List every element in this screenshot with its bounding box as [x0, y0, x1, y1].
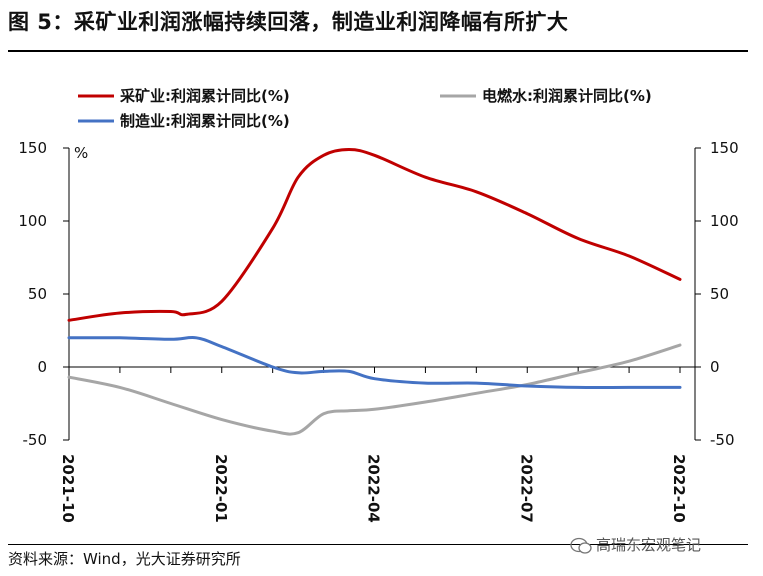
chart-axes: -50 0 50 100 150 -50 0 50 100 150% 2021-10 2022-01 2…: [18, 139, 738, 523]
title-divider: [8, 50, 748, 52]
y-tick-label-right: -50: [710, 431, 735, 449]
series-line-1: [67, 343, 682, 436]
y-tick-label-right: 100: [710, 212, 739, 230]
y-tick-label-left: 0: [37, 358, 47, 376]
y-tick-label-left: 150: [18, 139, 47, 157]
chart-series: [67, 148, 682, 436]
legend-label-1: 电燃水:利润累计同比(%): [482, 87, 652, 105]
source-divider: [8, 544, 748, 545]
y-tick-label-right: 0: [710, 358, 720, 376]
line-chart: -50 0 50 100 150 -50 0 50 100 150% 2021-10 2022-01 2…: [18, 87, 738, 523]
legend-label-2: 制造业:利润累计同比(%): [120, 112, 290, 130]
x-tick-label: 2022-07: [517, 454, 535, 523]
x-tick-label: 2022-10: [670, 454, 688, 523]
y-tick-label-right: 50: [710, 285, 729, 303]
y-tick-label-left: 50: [28, 285, 47, 303]
watermark: 高瑞东宏观笔记: [570, 534, 701, 555]
series-line-0: [67, 148, 682, 322]
legend-label-0: 采矿业:利润累计同比(%): [119, 87, 290, 105]
y-tick-label-left: 100: [18, 212, 47, 230]
source-note: 资料来源：Wind，光大证券研究所: [8, 550, 241, 568]
y-unit-label: %: [74, 144, 88, 162]
chat-bubble-icon: [570, 537, 592, 554]
x-tick-label: 2022-01: [212, 454, 230, 523]
chart-legend: 采矿业:利润累计同比(%) 电燃水:利润累计同比(%) 制造业:利润累计同比(%): [78, 87, 652, 130]
watermark-text: 高瑞东宏观笔记: [596, 536, 702, 554]
y-tick-label-right: 150: [710, 139, 739, 157]
x-tick-label: 2021-10: [59, 454, 77, 523]
x-tick-label: 2022-04: [365, 454, 383, 523]
y-tick-label-left: -50: [23, 431, 48, 449]
series-line-2: [67, 336, 682, 390]
figure-title: 图 5：采矿业利润涨幅持续回落，制造业利润降幅有所扩大: [8, 10, 569, 34]
